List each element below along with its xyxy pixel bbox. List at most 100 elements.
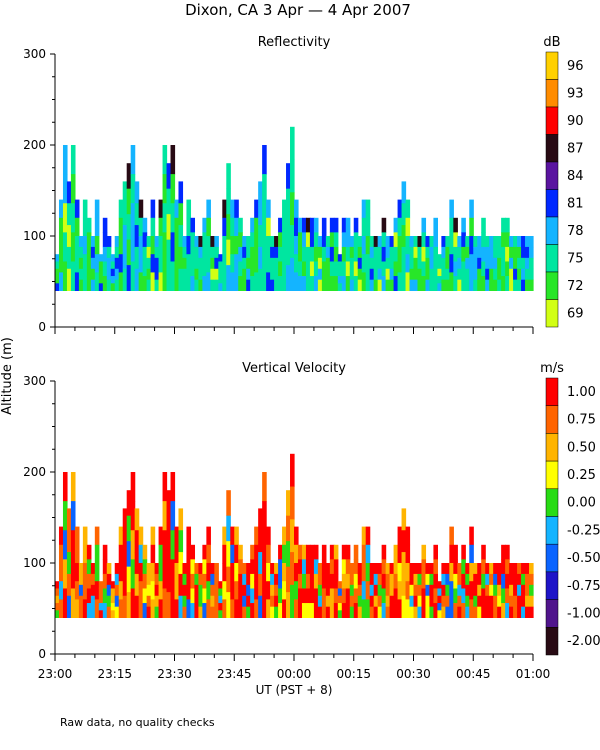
- velocity-cell: [278, 573, 283, 589]
- reflectivity-cell: [126, 239, 132, 266]
- reflectivity-cell: [441, 257, 446, 270]
- reflectivity-cell: [55, 254, 60, 262]
- velocity-cell: [266, 526, 271, 546]
- reflectivity-y-tick-label: 0: [38, 320, 46, 334]
- reflectivity-cell: [294, 199, 299, 219]
- velocity-cell: [150, 599, 156, 618]
- velocity-cell: [230, 544, 235, 564]
- reflectivity-cell: [325, 257, 331, 270]
- velocity-cell: [353, 603, 359, 618]
- reflectivity-cell: [150, 272, 156, 291]
- velocity-cell: [441, 584, 446, 597]
- reflectivity-cell: [98, 261, 104, 270]
- velocity-cell: [429, 606, 435, 618]
- reflectivity-cell: [166, 239, 172, 266]
- velocity-cell: [74, 526, 80, 546]
- velocity-cell: [234, 599, 239, 618]
- reflectivity-cell: [202, 276, 207, 291]
- reflectivity-cell: [210, 236, 215, 248]
- reflectivity-cell: [202, 232, 207, 248]
- velocity-cell: [417, 584, 423, 597]
- reflectivity-cell: [206, 199, 211, 219]
- reflectivity-cell: [206, 272, 211, 291]
- reflectivity-cell: [190, 261, 196, 277]
- reflectivity-cell: [317, 257, 323, 270]
- reflectivity-cell: [142, 276, 148, 291]
- reflectivity-cell: [162, 145, 168, 175]
- velocity-cell: [493, 584, 498, 597]
- velocity-cell: [274, 606, 279, 618]
- velocity-cell: [525, 573, 530, 586]
- reflectivity-cell: [230, 272, 235, 291]
- velocity-cell: [369, 606, 375, 618]
- velocity-cell: [82, 526, 88, 546]
- velocity-cell: [58, 563, 64, 582]
- reflectivity-cell: [286, 265, 291, 291]
- reflectivity-cell: [246, 279, 251, 291]
- velocity-cell: [381, 559, 387, 575]
- velocity-cell: [102, 588, 108, 604]
- reflectivity-cell: [114, 268, 120, 281]
- velocity-cell: [178, 552, 184, 575]
- reflectivity-cell: [282, 199, 287, 219]
- velocity-cell: [286, 566, 291, 593]
- reflectivity-cell: [309, 261, 315, 277]
- velocity-cell: [449, 526, 454, 546]
- reflectivity-cell: [154, 246, 160, 259]
- reflectivity-cell: [186, 236, 192, 255]
- reflectivity-cell: [74, 217, 80, 237]
- reflectivity-cell: [449, 236, 454, 255]
- velocity-cell: [262, 588, 267, 618]
- velocity-cell: [58, 526, 64, 546]
- reflectivity-cell: [142, 246, 148, 262]
- reflectivity-cell: [94, 199, 100, 219]
- velocity-cell: [373, 606, 379, 618]
- velocity-cell: [517, 563, 522, 575]
- velocity-cell: [449, 599, 454, 618]
- velocity-cell: [246, 573, 251, 586]
- velocity-colorbar-swatch: [545, 433, 559, 462]
- velocity-cell: [357, 563, 363, 575]
- velocity-cell: [421, 603, 427, 618]
- reflectivity-cell: [509, 246, 514, 259]
- reflectivity-cell: [485, 279, 490, 291]
- velocity-cell: [214, 573, 219, 586]
- velocity-cell: [369, 595, 375, 608]
- reflectivity-cell: [290, 192, 295, 226]
- reflectivity-cell: [421, 217, 427, 233]
- reflectivity-cell: [413, 236, 419, 248]
- velocity-cell: [329, 603, 335, 618]
- velocity-cell: [353, 544, 359, 560]
- velocity-cell: [489, 584, 494, 597]
- velocity-cell: [290, 584, 295, 618]
- reflectivity-cell: [146, 268, 152, 281]
- velocity-cell: [134, 573, 140, 597]
- velocity-cell: [130, 530, 136, 560]
- velocity-cell: [425, 563, 431, 575]
- velocity-cell: [497, 606, 502, 618]
- velocity-cell: [429, 584, 435, 597]
- velocity-cell: [465, 584, 470, 597]
- reflectivity-cell: [274, 257, 279, 270]
- reflectivity-cell: [297, 232, 303, 248]
- velocity-cell: [134, 530, 140, 553]
- velocity-cell: [55, 595, 60, 604]
- velocity-cell: [509, 573, 514, 586]
- reflectivity-cell: [126, 214, 132, 241]
- velocity-cell: [226, 541, 231, 568]
- velocity-cell: [138, 526, 144, 546]
- reflectivity-cell: [477, 279, 482, 291]
- velocity-cell: [78, 595, 84, 608]
- reflectivity-cell: [517, 279, 522, 291]
- reflectivity-cell: [465, 257, 470, 270]
- velocity-cell: [501, 544, 506, 560]
- reflectivity-cell: [453, 217, 458, 233]
- reflectivity-cell: [238, 261, 243, 277]
- velocity-cell: [457, 606, 462, 618]
- velocity-cell: [317, 573, 323, 586]
- reflectivity-cell: [453, 261, 458, 277]
- reflectivity-cell: [521, 279, 526, 291]
- reflectivity-cell: [222, 254, 227, 273]
- reflectivity-cell: [282, 217, 287, 237]
